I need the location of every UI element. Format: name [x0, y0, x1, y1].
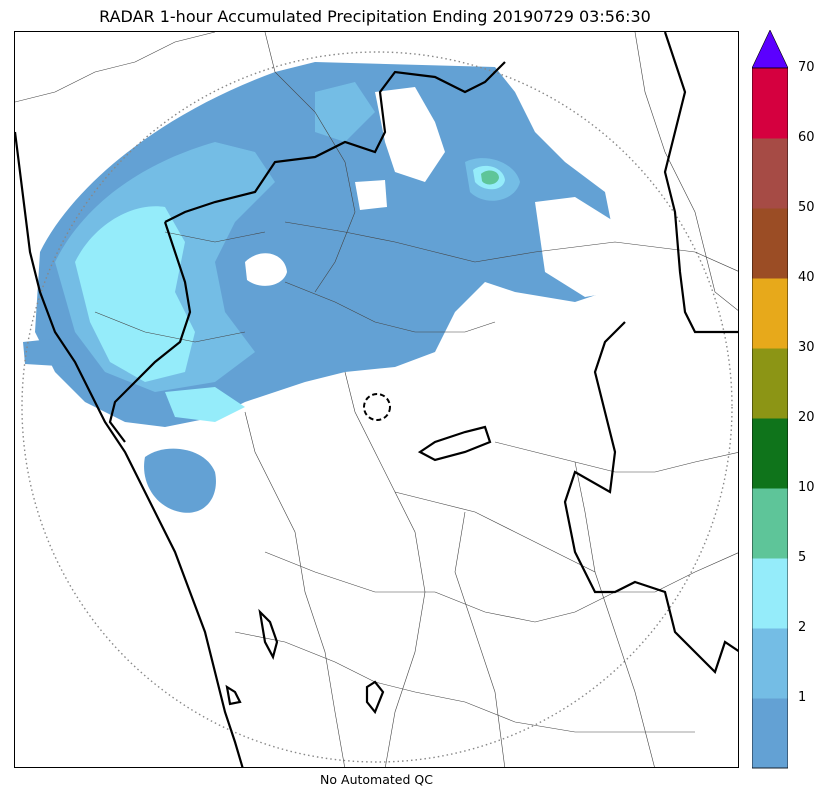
colorbar-tick-label: 40: [798, 270, 815, 285]
colorbar-tick-label: 60: [798, 130, 815, 145]
district-line: [634, 32, 738, 311]
colorbar-tick-label-top: 70: [798, 60, 815, 75]
colorbar-tick-label: 30: [798, 340, 815, 355]
precip-area-west: [23, 337, 85, 367]
qc-note: No Automated QC: [320, 772, 433, 787]
precip-cyan-core-2: [165, 387, 245, 422]
colorbar-tick-label: 1: [798, 690, 807, 705]
colorbar-extend-arrow: [752, 30, 788, 69]
colorbar-bin: [752, 208, 788, 279]
colorbar-bin: [752, 68, 788, 139]
colorbar-tick-label: 10: [798, 480, 815, 495]
enclave-border-4: [225, 684, 242, 706]
district-line: [454, 511, 506, 767]
state-border-south-east: [563, 321, 738, 675]
district-line: [494, 441, 738, 473]
colorbar-bin: [752, 488, 788, 559]
chart-title: RADAR 1-hour Accumulated Precipitation E…: [99, 7, 651, 26]
state-border-north: [164, 61, 506, 223]
precip-cyan-core: [75, 206, 195, 382]
precipitation-field: [23, 62, 615, 513]
colorbar-bin: [752, 558, 788, 629]
district-line: [574, 461, 655, 767]
district-line: [434, 552, 738, 623]
radar-site-marker: [363, 393, 391, 421]
precip-green-spot: [481, 170, 499, 185]
precip-gap-3: [355, 180, 387, 210]
enclave-border-2: [258, 608, 279, 660]
colorbar-bin: [752, 348, 788, 419]
radar-map: [14, 31, 739, 768]
district-line: [164, 231, 266, 243]
state-border-west: [108, 221, 192, 443]
colorbar-tick-label: 2: [798, 620, 807, 635]
district-line: [264, 551, 435, 593]
district-boundaries: [15, 32, 738, 767]
colorbar-bin: [752, 138, 788, 209]
district-line: [234, 631, 695, 733]
colorbar-bin: [752, 628, 788, 699]
colorbar-bin: [752, 418, 788, 489]
precip-gap-2: [245, 253, 287, 286]
colorbar: [752, 30, 788, 769]
state-border-east: [663, 32, 738, 334]
district-line: [94, 311, 246, 343]
district-line: [15, 32, 216, 103]
colorbar-bin: [752, 698, 788, 769]
colorbar-tick-label: 20: [798, 410, 815, 425]
district-line: [264, 32, 356, 293]
radar-range-ring: [21, 51, 733, 763]
coastline: [15, 131, 244, 767]
map-canvas: [15, 32, 738, 767]
district-line: [244, 411, 345, 767]
colorbar-tick-label: 50: [798, 200, 815, 215]
precip-light-band-2: [315, 82, 375, 142]
colorbar-bins: [752, 68, 788, 769]
district-line: [344, 371, 426, 767]
enclave-border: [417, 425, 492, 462]
district-line: [284, 281, 496, 333]
district-line: [394, 491, 596, 573]
state-boundaries: [15, 32, 738, 767]
colorbar-bin: [752, 278, 788, 349]
colorbar-tick-label: 5: [798, 550, 807, 565]
precip-gap-1: [375, 87, 445, 182]
colorbar-frame: [752, 67, 788, 769]
district-line: [284, 221, 738, 272]
enclave-border-3: [365, 680, 385, 715]
precip-area-sw: [144, 448, 216, 513]
